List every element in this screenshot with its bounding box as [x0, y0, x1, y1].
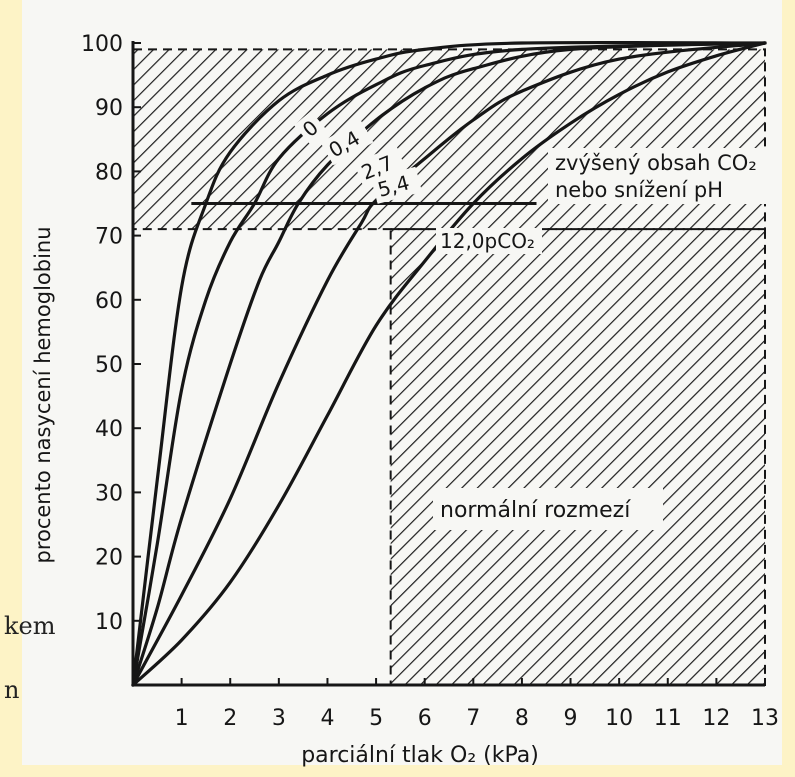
hatched-region-2: [389, 228, 766, 686]
y-axis-title: procento nasycení hemoglobinu: [31, 226, 55, 563]
y-tick-label: 100: [81, 32, 123, 57]
x-tick-label: 13: [751, 706, 779, 731]
y-tick-label: 30: [95, 481, 123, 506]
curve-3: [131, 41, 767, 687]
x-axis-title: parciální tlak O₂ (kPa): [301, 743, 539, 768]
annotation-ph: nebo snížení pH: [555, 178, 723, 202]
y-tick-label: 70: [95, 225, 123, 250]
x-tick-label: 7: [466, 706, 480, 731]
region-label-normal-range: normální rozmezí: [440, 498, 631, 523]
y-tick-label: 40: [95, 417, 123, 442]
curve-4: [131, 41, 767, 687]
x-tick-label: 11: [654, 706, 682, 731]
annotation-background: [548, 148, 776, 204]
page-fragment-text-bottom: n: [4, 676, 20, 704]
x-tick-label: 8: [515, 706, 529, 731]
y-tick-label: 20: [95, 546, 123, 571]
curve-label-background: [320, 119, 374, 166]
curve-label-background: [294, 111, 328, 146]
annotation-co2: zvýšený obsah CO₂: [555, 151, 757, 175]
curve-2: [131, 41, 767, 687]
x-tick-label: 6: [418, 706, 432, 731]
page-fragment-text-top: kem: [4, 612, 56, 640]
curves: [131, 40, 767, 687]
x-tick-label: 12: [702, 706, 730, 731]
region-label-background: [433, 488, 663, 530]
y-tick-label: 80: [95, 160, 123, 185]
x-tick-label: 5: [369, 706, 383, 731]
y-tick-label: 90: [95, 96, 123, 121]
curve-label-background: [353, 145, 407, 188]
x-tick-label: 9: [564, 706, 578, 731]
x-tick-label: 1: [175, 706, 189, 731]
curve-1: [131, 40, 767, 687]
curve-label-background: [436, 228, 542, 254]
x-tick-label: 2: [223, 706, 237, 731]
curve-label-background: [370, 166, 423, 204]
y-tick-label: 60: [95, 289, 123, 314]
x-tick-label: 10: [605, 706, 633, 731]
x-tick-label: 4: [320, 706, 334, 731]
y-tick-label: 10: [95, 610, 123, 635]
x-tick-label: 3: [272, 706, 286, 731]
curve-5: [131, 41, 767, 687]
y-tick-label: 50: [95, 353, 123, 378]
curve-label: 12,0pCO₂: [440, 229, 535, 253]
